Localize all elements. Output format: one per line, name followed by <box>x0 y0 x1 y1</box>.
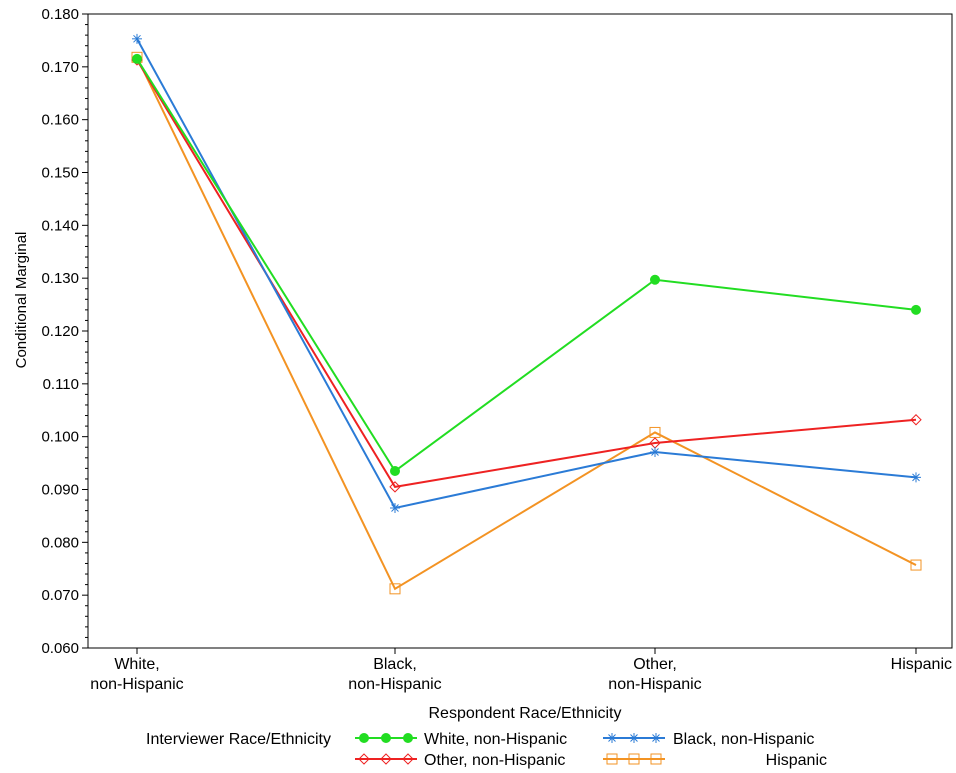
y-tick-label: 0.060 <box>41 640 79 657</box>
data-point <box>607 733 617 743</box>
data-point <box>389 481 401 493</box>
x-tick-label: non-Hispanic <box>608 676 701 693</box>
y-tick-label: 0.180 <box>41 6 79 23</box>
data-point-stroke <box>651 448 659 456</box>
data-point <box>910 559 922 571</box>
y-tick-label: 0.070 <box>41 587 79 604</box>
data-point <box>651 733 661 743</box>
y-tick-label: 0.130 <box>41 270 79 287</box>
data-point <box>389 583 401 595</box>
axes: 0.060 0.070 0.080 0.090 0.100 0.110 0.120 0.130… <box>41 6 953 693</box>
y-tick-label: 0.140 <box>41 217 79 234</box>
data-point <box>380 753 392 765</box>
legend-label: Other, non-Hispanic <box>424 752 565 769</box>
y-tick-label: 0.110 <box>43 376 79 393</box>
x-tick-label: non-Hispanic <box>90 676 183 693</box>
data-point-stroke <box>608 734 616 742</box>
x-tick-label: non-Hispanic <box>348 676 441 693</box>
data-point <box>911 304 921 315</box>
x-axis-label: Respondent Race/Ethnicity <box>429 705 622 722</box>
data-point-stroke <box>912 473 920 482</box>
y-tick-label: 0.100 <box>41 429 79 446</box>
series-line <box>136 59 917 488</box>
series-other-non-hispanic <box>131 54 922 493</box>
legend-item: White, non-Hispanic <box>355 731 567 748</box>
data-point <box>390 466 400 477</box>
x-tick-label: White, <box>114 656 159 673</box>
data-point <box>132 53 142 64</box>
legend-label: Black, non-Hispanic <box>673 731 814 748</box>
legend: Interviewer Race/Ethnicity White, non-Hi… <box>146 731 827 769</box>
y-tick-label: 0.170 <box>41 59 79 76</box>
legend-item: Black, non-Hispanic <box>603 731 814 748</box>
data-point <box>650 753 662 765</box>
data-point <box>381 733 391 743</box>
series-line <box>136 56 917 591</box>
data-point <box>403 733 413 743</box>
y-axis-label: Conditional Marginal <box>13 232 30 369</box>
legend-item: Hispanic <box>603 752 827 769</box>
series-black-non-hispanic <box>132 33 921 513</box>
data-point <box>390 502 400 513</box>
data-point <box>628 753 640 765</box>
y-tick-label: 0.080 <box>41 534 79 551</box>
series-white-non-hispanic <box>132 53 921 477</box>
data-point-stroke <box>391 504 399 512</box>
series-hispanic <box>131 51 922 595</box>
x-tick-label: Hispanic <box>891 656 952 673</box>
y-tick-label: 0.160 <box>41 112 79 129</box>
legend-title: Interviewer Race/Ethnicity <box>146 731 331 748</box>
data-point <box>629 733 639 743</box>
y-tick-label: 0.090 <box>41 482 79 499</box>
y-tick-label: 0.120 <box>41 323 79 340</box>
data-point <box>650 274 660 285</box>
series-layer <box>131 33 922 595</box>
data-point <box>650 446 660 457</box>
x-tick-label: Black, <box>373 656 417 673</box>
data-point <box>359 733 369 743</box>
legend-item: Other, non-Hispanic <box>355 752 565 769</box>
data-point <box>402 753 414 765</box>
plot-frame <box>87 13 953 649</box>
data-point <box>911 472 921 483</box>
x-tick-label: Other, <box>633 656 677 673</box>
series-line <box>136 38 917 510</box>
data-point-stroke <box>652 734 660 742</box>
data-point-stroke <box>630 734 638 742</box>
data-point <box>606 753 618 765</box>
data-point-stroke <box>133 34 141 43</box>
legend-label: Hispanic <box>766 752 827 769</box>
data-point <box>910 414 922 426</box>
data-point <box>358 753 370 765</box>
y-tick-label: 0.150 <box>41 165 79 182</box>
legend-label: White, non-Hispanic <box>424 731 567 748</box>
series-line <box>136 58 917 473</box>
data-point <box>132 33 142 44</box>
